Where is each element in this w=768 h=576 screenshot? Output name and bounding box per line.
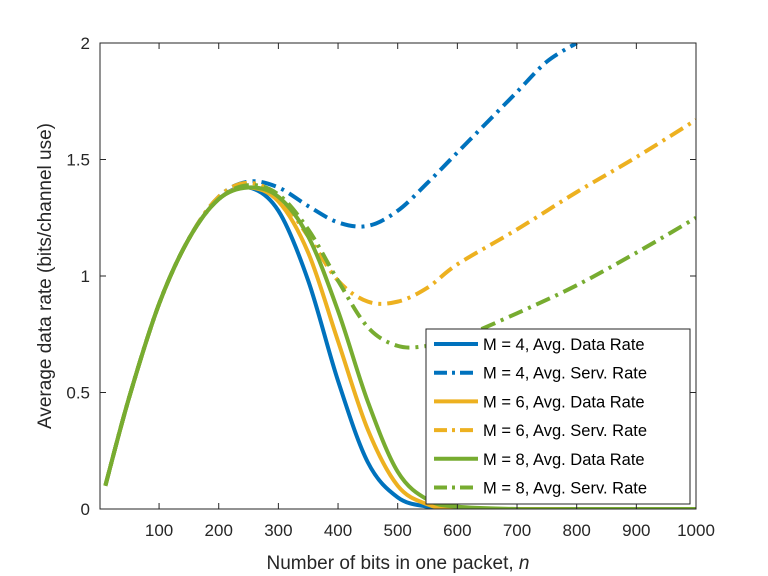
x-tick-label: 500: [384, 521, 412, 540]
y-axis-label: Average data rate (bits/channel use): [35, 123, 56, 429]
x-tick-label: 800: [562, 521, 590, 540]
legend-entry-label: M = 4, Avg. Serv. Rate: [483, 365, 647, 383]
y-tick-label: 0.5: [66, 384, 90, 403]
y-tick-label: 2: [81, 34, 90, 53]
legend-entry-label: M = 6, Avg. Data Rate: [483, 393, 645, 411]
series-layer: [103, 43, 696, 509]
y-tick-label: 1: [81, 267, 90, 286]
legend-entry-label: M = 8, Avg. Data Rate: [483, 451, 645, 469]
legend-box: [425, 328, 691, 505]
x-tick-label: 900: [622, 521, 650, 540]
legend-entry-label: M = 6, Avg. Serv. Rate: [483, 422, 647, 440]
x-tick-label: 600: [443, 521, 471, 540]
x-axis-label-text: Number of bits in one packet,: [267, 553, 519, 574]
legend-entry-label: M = 4, Avg. Data Rate: [483, 336, 645, 354]
tick-layer: 100 200 300 400 500 600 700 800 900 1000 0 0.5 1 1.5 2: [66, 34, 715, 540]
y-tick-label: 1.5: [66, 151, 90, 170]
x-tick-label: 400: [324, 521, 352, 540]
series-line-6: [103, 183, 696, 487]
y-tick-label: 0: [81, 500, 90, 519]
legend-entry-label: M = 8, Avg. Serv. Rate: [483, 480, 647, 498]
x-axis-label-variable: n: [519, 553, 530, 574]
x-tick-label: 1000: [677, 521, 715, 540]
legend: M = 4, Avg. Data Rate M = 4, Avg. Serv. R…: [425, 328, 691, 505]
x-tick-label: 100: [145, 521, 173, 540]
x-tick-label: 200: [205, 521, 233, 540]
x-tick-label: 700: [503, 521, 531, 540]
x-tick-label: 300: [264, 521, 292, 540]
x-axis-label: Number of bits in one packet, n: [267, 553, 530, 574]
